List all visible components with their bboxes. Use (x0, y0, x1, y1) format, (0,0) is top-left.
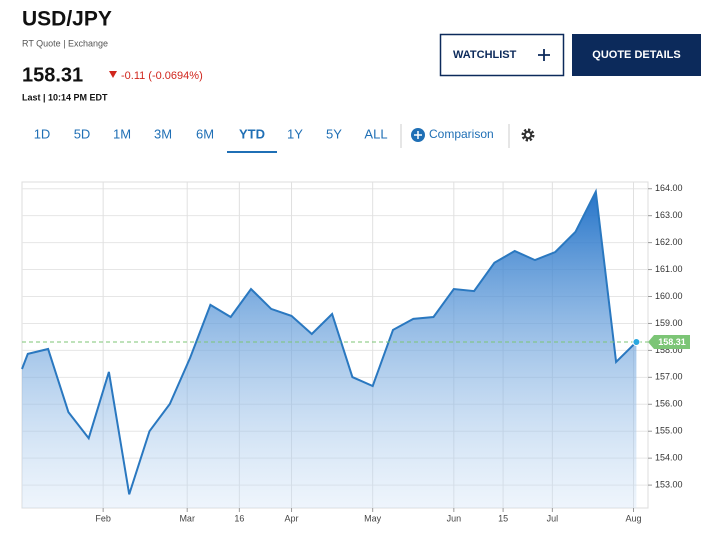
range-tab[interactable]: 6M (196, 126, 214, 141)
y-tick-label: 161.00 (655, 264, 683, 274)
last-price-label: 158.31 (658, 337, 686, 347)
y-tick-label: 163.00 (655, 210, 683, 220)
watchlist-button[interactable]: WATCHLIST (439, 33, 565, 77)
range-tab[interactable]: ALL (364, 126, 387, 141)
change: -0.11 (-0.0694%) (121, 70, 203, 82)
y-tick-label: 154.00 (655, 453, 683, 463)
comparison-label: Comparison (429, 127, 494, 141)
x-tick-label: Jul (547, 513, 559, 523)
last-time: Last | 10:14 PM EDT (22, 92, 108, 102)
x-tick-label: 16 (234, 513, 244, 523)
x-tick-label: May (364, 513, 382, 523)
x-tick-label: Aug (626, 513, 642, 523)
last-price-badge (648, 335, 690, 350)
plus-icon (414, 131, 422, 139)
last-point (632, 338, 641, 347)
symbol: USD/JPY (22, 8, 112, 31)
y-tick-label: 160.00 (655, 291, 683, 301)
y-tick-label: 159.00 (655, 318, 683, 328)
x-tick-label: Feb (95, 513, 111, 523)
range-tab[interactable]: 5D (74, 126, 91, 141)
gear-icon (523, 130, 533, 140)
y-tick-label: 164.00 (655, 183, 683, 193)
y-tick-label: 153.00 (655, 479, 683, 489)
range-tab[interactable]: YTD (239, 126, 265, 141)
source: RT Quote | Exchange (22, 38, 108, 48)
area-fill (22, 191, 637, 508)
y-tick-label: 155.00 (655, 426, 683, 436)
range-tab[interactable]: 3M (154, 126, 172, 141)
button-frame (572, 34, 701, 76)
chart: 153.00 154.00 155.00 156.00 157.00 158.00 159.… (21, 181, 690, 523)
y-tick-label: 157.00 (655, 372, 683, 382)
x-tick-label: Mar (179, 513, 195, 523)
comparison-button[interactable]: Comparison (411, 127, 494, 142)
price: 158.31 (22, 64, 83, 86)
range-tab[interactable]: 1Y (287, 126, 303, 141)
button-label: WATCHLIST (453, 49, 517, 61)
settings-button[interactable] (521, 128, 535, 142)
y-tick-label: 156.00 (655, 399, 683, 409)
range-tab[interactable]: 1D (34, 126, 51, 141)
range-tab[interactable]: 1M (113, 126, 131, 141)
y-tick-label: 162.00 (655, 237, 683, 247)
down-arrow (109, 71, 117, 78)
button-label: QUOTE DETAILS (592, 49, 680, 61)
x-tick-label: 15 (498, 513, 508, 523)
x-tick-label: Jun (447, 513, 462, 523)
gear-teeth (521, 128, 535, 142)
quote-details-button[interactable]: QUOTE DETAILS (572, 34, 701, 76)
range-tab[interactable]: 5Y (326, 126, 342, 141)
y-tick-label: 158.00 (655, 345, 683, 355)
plus-icon (538, 49, 550, 61)
price-line (21, 188, 638, 495)
x-tick-label: Apr (285, 513, 299, 523)
